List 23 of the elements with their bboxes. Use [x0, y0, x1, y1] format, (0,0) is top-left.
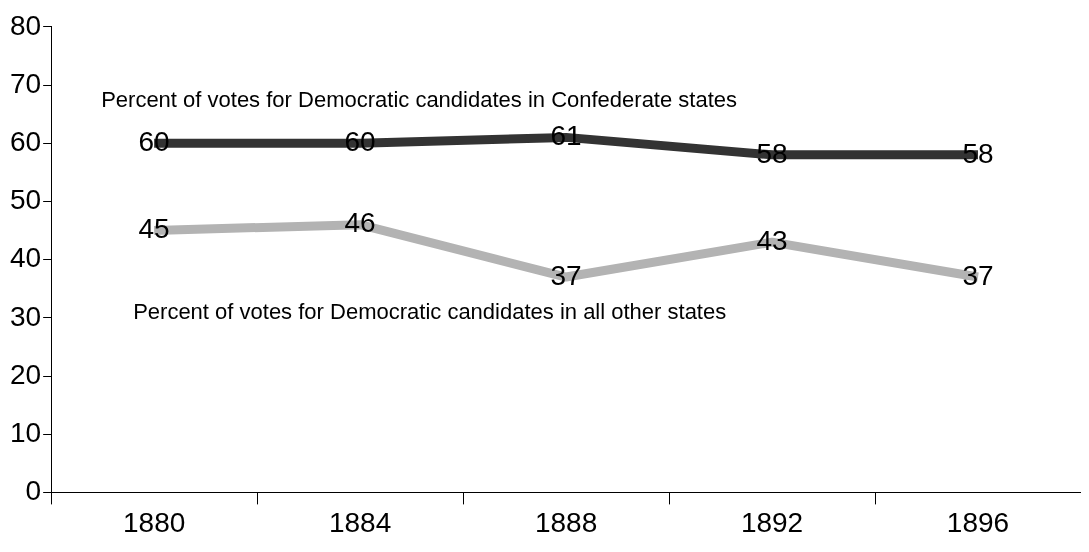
text: Percent of votes for Democratic candidates in all other states — [133, 299, 727, 325]
y-tick-label: 20 — [9, 358, 42, 390]
y-tick-label: 10 — [9, 416, 42, 448]
data-label: 58 — [962, 137, 994, 169]
y-tick-label: 40 — [9, 242, 42, 274]
data-label: 45 — [138, 213, 170, 245]
data-label: 37 — [550, 259, 582, 291]
x-tick-label: 1880 — [122, 506, 186, 538]
x-tick-label: 1896 — [946, 506, 1010, 538]
x-tick-label: 1888 — [534, 506, 598, 538]
y-tick-label: 80 — [9, 9, 42, 41]
series-label: Percent of votes for Democratic candidates in Confederate states — [101, 87, 738, 113]
y-tick-label: 0 — [25, 475, 42, 507]
y-tick-label: 30 — [9, 300, 42, 332]
x-tick-label: 1884 — [328, 506, 392, 538]
data-label: 60 — [138, 125, 170, 157]
y-tick-label: 60 — [9, 125, 42, 157]
data-label: 37 — [962, 259, 994, 291]
x-tick-label: 1892 — [740, 506, 804, 538]
y-tick-label: 70 — [9, 67, 42, 99]
y-tick-label: 50 — [9, 184, 42, 216]
data-label: 46 — [344, 207, 376, 239]
data-label: 43 — [756, 224, 788, 256]
